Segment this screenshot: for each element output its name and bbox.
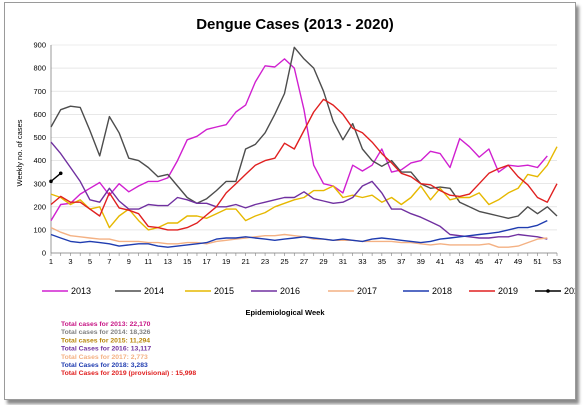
- data-point-2020: [58, 171, 63, 176]
- x-tick-label: 45: [475, 257, 483, 266]
- x-tick-label: 17: [203, 257, 211, 266]
- series-line-2015: [50, 146, 558, 231]
- y-tick-label: 100: [33, 225, 46, 234]
- x-tick-label: 29: [319, 257, 327, 266]
- dengue-chart: Dengue Cases (2013 - 2020) 0 100 200 300 400…: [15, 16, 575, 377]
- x-tick-label: 27: [300, 257, 308, 266]
- x-tick-label: 9: [127, 257, 131, 266]
- legend-marker-2020: [546, 289, 550, 293]
- grid: [51, 44, 557, 254]
- series-line-2013: [50, 58, 548, 221]
- axes: [50, 45, 558, 256]
- legend-label-2017: 2017: [357, 286, 377, 296]
- x-tick-label: 51: [533, 257, 541, 266]
- x-tick-label: 35: [378, 257, 386, 266]
- total-cases-line: Total Cases for 2019 (provisional) : 15,…: [61, 370, 196, 377]
- x-tick-label: 23: [261, 257, 269, 266]
- x-tick-label: 3: [68, 257, 72, 266]
- x-tick-label: 41: [436, 257, 444, 266]
- y-tick-label: 500: [33, 133, 46, 142]
- legend-label-2014: 2014: [144, 286, 164, 296]
- y-tick-labels: 0 100 200 300 400 500 600 700 800 900: [33, 41, 46, 258]
- y-tick-label: 200: [33, 202, 46, 211]
- x-tick-label: 49: [514, 257, 522, 266]
- x-tick-label: 39: [417, 257, 425, 266]
- x-tick-label: 15: [183, 257, 191, 266]
- series-line-2014: [50, 46, 558, 219]
- x-tick-label: 33: [358, 257, 366, 266]
- x-tick-label: 47: [494, 257, 502, 266]
- x-tick-label: 5: [88, 257, 92, 266]
- x-tick-label: 21: [241, 257, 249, 266]
- total-cases-line: Total cases for 2015: 11,294: [61, 337, 150, 344]
- y-tick-label: 600: [33, 110, 46, 119]
- y-tick-label: 900: [33, 41, 46, 50]
- legend-label-2016: 2016: [280, 286, 300, 296]
- total-cases-line: Total cases for 2013: 22,170: [61, 321, 151, 328]
- x-tick-label: 13: [164, 257, 172, 266]
- y-tick-label: 700: [33, 87, 46, 96]
- x-tick-label: 25: [280, 257, 288, 266]
- y-tick-label: 800: [33, 64, 46, 73]
- x-tick-label: 53: [553, 257, 561, 266]
- x-tick-labels: 1 3 5 7 9 11 13 15 17 19 21 23 25 27 29 31 33 35 37 39 41 43 4…: [49, 257, 561, 266]
- x-tick-label: 19: [222, 257, 230, 266]
- total-cases-line: Total Cases for 2017: 2,773: [61, 354, 148, 361]
- series-line-2020: [50, 172, 62, 182]
- total-cases-line: Total cases for 2014: 18,326: [61, 329, 151, 336]
- series-lines: [49, 46, 558, 248]
- legend-label-2015: 2015: [214, 286, 234, 296]
- y-tick-label: 400: [33, 156, 46, 165]
- x-axis-label: Epidemiological Week: [245, 308, 325, 317]
- series-line-2019: [50, 98, 558, 231]
- total-cases-line: Total Cases for 2018: 3,283: [61, 362, 148, 369]
- y-axis-label: Weekly no. of cases: [15, 119, 24, 186]
- series-line-2017: [50, 226, 548, 248]
- data-point-2020: [49, 179, 53, 184]
- x-tick-label: 31: [339, 257, 347, 266]
- legend-label-2018: 2018: [432, 286, 452, 296]
- y-tick-label: 300: [33, 179, 46, 188]
- x-tick-label: 7: [107, 257, 111, 266]
- series-line-2018: [50, 219, 548, 248]
- chart-title: Dengue Cases (2013 - 2020): [196, 16, 394, 33]
- legend: 2013 2014 2015 2016 2017 2018 2019 2020: [42, 286, 575, 296]
- total-cases-line: Total Cases for 2016: 13,117: [61, 346, 151, 353]
- y-tick-label: 0: [42, 249, 46, 258]
- legend-label-2013: 2013: [71, 286, 91, 296]
- legend-label-2019: 2019: [498, 286, 518, 296]
- x-tick-label: 11: [144, 257, 152, 266]
- x-tick-label: 1: [49, 257, 53, 266]
- legend-label-2020: 2020: [564, 286, 575, 296]
- x-tick-label: 37: [397, 257, 405, 266]
- chart-frame: Dengue Cases (2013 - 2020) 0 100 200 300 400…: [4, 2, 576, 400]
- x-tick-label: 43: [456, 257, 464, 266]
